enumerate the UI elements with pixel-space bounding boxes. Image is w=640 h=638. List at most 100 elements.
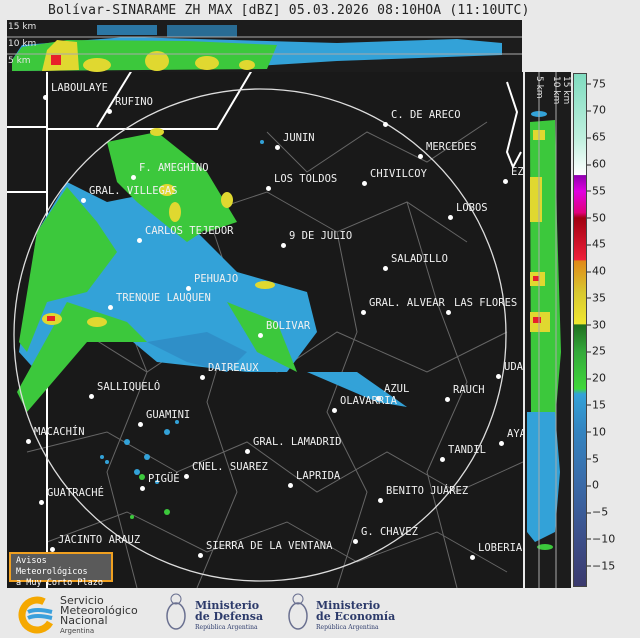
- colorbar-tick-label: −15: [586, 559, 616, 573]
- city-marker: [275, 145, 280, 150]
- city-marker: [440, 457, 445, 462]
- city-marker: [39, 500, 44, 505]
- city-label: PIGÜÉ: [148, 473, 180, 485]
- city-label: TANDIL: [448, 444, 486, 456]
- colorbar-tick-label: 70: [587, 103, 606, 117]
- city-label: GUATRACHÉ: [47, 487, 104, 499]
- city-label: G. CHAVEZ: [361, 526, 418, 538]
- city-label: EZE: [511, 166, 523, 178]
- city-marker: [89, 394, 94, 399]
- city-marker: [383, 266, 388, 271]
- economia-logo-text: Ministerio de Economía República Argenti…: [316, 600, 395, 633]
- right-height-label: 10 km: [551, 76, 561, 105]
- city-marker: [184, 474, 189, 479]
- city-label: CNEL. SUAREZ: [192, 461, 268, 473]
- city-label: SALLIQUELÓ: [97, 381, 161, 393]
- city-marker: [26, 439, 31, 444]
- colorbar-tick-label: 15: [587, 398, 606, 412]
- city-label: MACACHÍN: [34, 426, 85, 438]
- city-marker: [499, 441, 504, 446]
- city-marker: [448, 215, 453, 220]
- city-marker: [43, 95, 48, 100]
- notice-line: a Muy Corto Plazo: [16, 578, 103, 588]
- colorbar-tick-label: 10: [587, 425, 606, 439]
- city-label: CARLOS TEJEDOR: [145, 225, 234, 237]
- colorbar-tick-label: 45: [587, 237, 606, 251]
- city-marker: [418, 154, 423, 159]
- city-marker: [258, 333, 263, 338]
- colorbar-tick-label: 35: [587, 291, 606, 305]
- economia-line: República Argentina: [316, 624, 379, 631]
- city-label: GRAL. LAMADRID: [253, 436, 342, 448]
- city-label: CHIVILCOY: [370, 168, 427, 180]
- colorbar-tick-label: −10: [586, 532, 616, 546]
- map-layer: [7, 72, 523, 588]
- radar-range-ring: [13, 88, 507, 582]
- city-marker: [362, 181, 367, 186]
- city-marker: [353, 539, 358, 544]
- defensa-line: Ministerio: [195, 599, 260, 612]
- short-term-warnings-button[interactable]: Avisos Meteorológicos a Muy Corto Plazo: [9, 552, 113, 588]
- city-label: JUNIN: [283, 132, 315, 144]
- city-marker: [266, 186, 271, 191]
- city-label: GRAL. ALVEAR: [369, 297, 445, 309]
- city-label: BOLIVAR: [266, 320, 311, 332]
- right-height-label: 15 km: [561, 76, 571, 105]
- city-label: LABOULAYE: [51, 82, 108, 94]
- city-label: RAUCH: [453, 384, 485, 396]
- city-label: LOS TOLDOS: [274, 173, 338, 185]
- city-label: LAS FLORES: [454, 297, 518, 309]
- city-label: TRENQUE LAUQUEN: [116, 292, 211, 304]
- notice-line: Avisos Meteorológicos: [16, 556, 88, 577]
- city-marker: [200, 375, 205, 380]
- city-label: SALADILLO: [391, 253, 448, 265]
- city-marker: [137, 238, 142, 243]
- colorbar-tick-label: 75: [587, 77, 606, 91]
- city-marker: [470, 555, 475, 560]
- city-label: RUFINO: [115, 96, 153, 108]
- city-marker: [445, 397, 450, 402]
- colorbar-tick-label: −5: [586, 505, 609, 519]
- city-label: AYA: [507, 428, 523, 440]
- city-label: AZUL: [384, 383, 410, 395]
- smn-line: Meteorológico: [60, 604, 138, 617]
- city-label: JACINTO ARAUZ: [58, 534, 141, 546]
- colorbar-tick-label: 40: [587, 264, 606, 278]
- radar-map[interactable]: LABOULAYE RUFINO JUNIN C. DE ARECO MERCEDES C…: [7, 72, 523, 588]
- city-label: GUAMINI: [146, 409, 191, 421]
- city-marker: [446, 310, 451, 315]
- coat-of-arms-icon: [166, 593, 186, 630]
- city-marker: [108, 305, 113, 310]
- city-label: OLAVARRIA: [340, 395, 397, 407]
- city-marker: [140, 486, 145, 491]
- city-marker: [378, 498, 383, 503]
- city-marker: [288, 483, 293, 488]
- city-marker: [361, 310, 366, 315]
- colorbar-tick-label: 0: [587, 478, 599, 492]
- city-marker: [131, 175, 136, 180]
- colorbar-tick-label: 55: [587, 184, 606, 198]
- city-label: SIERRA DE LA VENTANA: [206, 540, 333, 552]
- smn-logo-text: Servicio Meteorológico Nacional Argentin…: [60, 595, 138, 636]
- right-cross-section: 5 km 10 km 15 km: [525, 72, 571, 588]
- city-label: LAPRIDA: [296, 470, 341, 482]
- smn-logo-icon: [18, 596, 56, 634]
- right-height-label: 5 km: [534, 76, 544, 99]
- city-label: LOBOS: [456, 202, 488, 214]
- chart-title: Bolívar-SINARAME ZH MAX [dBZ] 05.03.2026…: [48, 3, 530, 18]
- defensa-line: de Defensa: [195, 610, 264, 623]
- city-marker: [376, 396, 381, 401]
- coat-of-arms-icon: [288, 593, 308, 630]
- smn-line: Argentina: [60, 627, 95, 635]
- smn-line: Nacional: [60, 614, 108, 627]
- city-marker: [107, 109, 112, 114]
- colorbar-tick-label: 25: [587, 344, 606, 358]
- colorbar-tick-label: 30: [587, 318, 606, 332]
- city-label: 9 DE JULIO: [289, 230, 353, 242]
- city-marker: [198, 553, 203, 558]
- top-cross-section-echoes: [7, 25, 522, 72]
- economia-line: de Economía: [316, 610, 396, 623]
- city-label: PEHUAJO: [194, 273, 239, 285]
- city-marker: [281, 243, 286, 248]
- city-marker: [332, 408, 337, 413]
